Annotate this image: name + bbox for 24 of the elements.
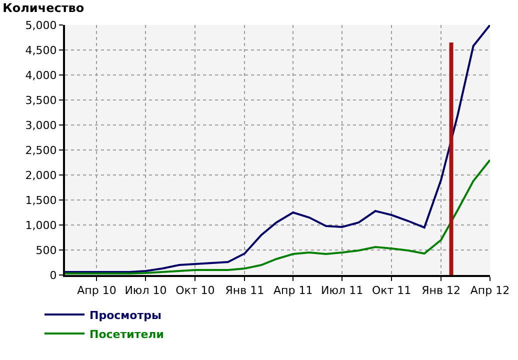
- x-tick-label: Апр 10: [77, 284, 116, 298]
- y-tick-label: 5,000: [25, 18, 57, 32]
- legend-label: Посетители: [90, 328, 164, 341]
- x-tick-label: Окт 10: [176, 284, 215, 298]
- x-tick-label: Июл 11: [321, 284, 364, 298]
- y-tick-label: 4,500: [25, 44, 57, 57]
- y-tick-label: 4,000: [25, 68, 57, 82]
- x-tick-label: Апр 11: [274, 284, 313, 298]
- y-tick-label: 2,500: [25, 144, 57, 157]
- x-tick-label: Янв 11: [225, 284, 264, 298]
- y-tick-label: 0: [50, 268, 57, 282]
- chart-title: Количество: [2, 1, 84, 15]
- line-series: [65, 159, 490, 274]
- x-tick-label: Янв 12: [422, 284, 460, 298]
- x-tick-label: Окт 11: [372, 284, 412, 298]
- y-tick-label: 1,000: [25, 218, 57, 232]
- y-tick-label: 2,000: [25, 168, 57, 182]
- legend-label: Просмотры: [90, 308, 162, 322]
- y-tick-label: 1,500: [25, 194, 57, 207]
- y-tick-label: 3,500: [25, 94, 57, 107]
- x-tick-label: Апр 12: [470, 284, 510, 298]
- x-tick-label: Июл 10: [124, 284, 167, 298]
- y-tick-label: 3,000: [25, 118, 57, 132]
- y-tick-label: 500: [36, 244, 57, 257]
